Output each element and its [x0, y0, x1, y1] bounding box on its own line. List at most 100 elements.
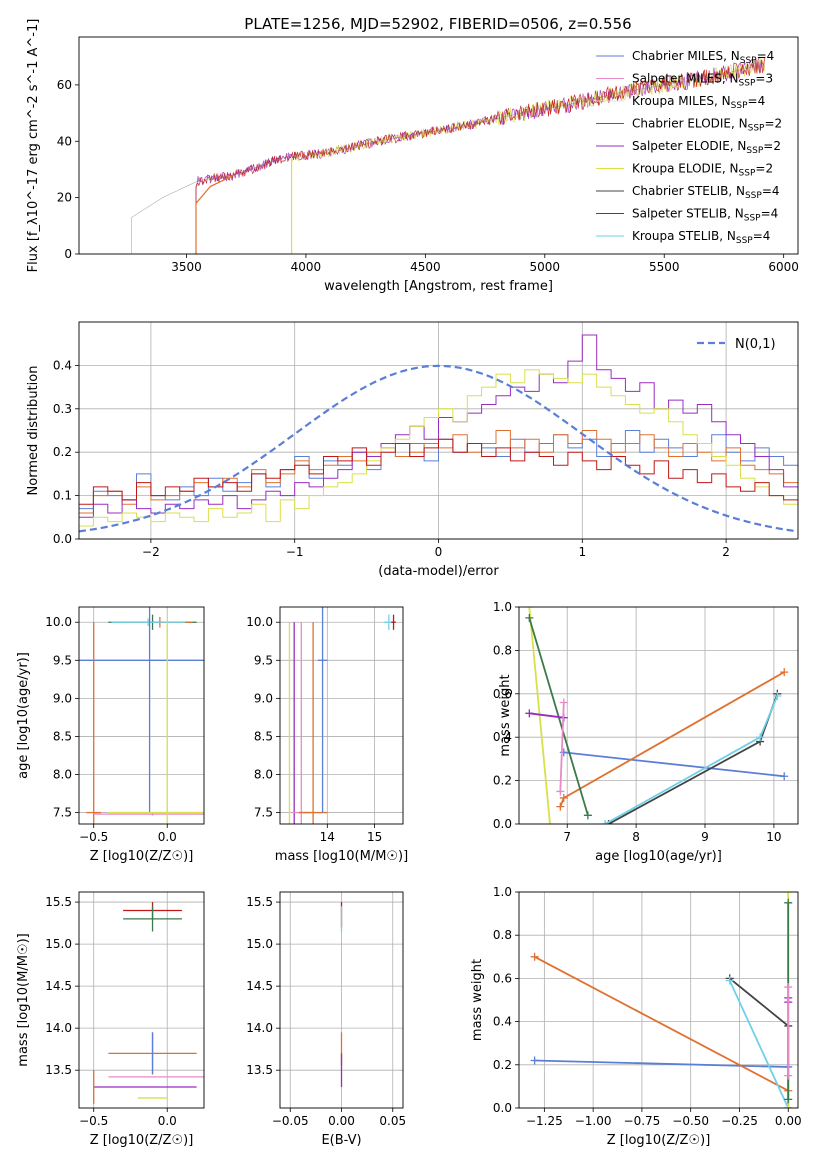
legend-entry-label: Salpeter STELIB, NSSP=4 — [632, 207, 778, 224]
age_vs_mass-plot-area — [288, 607, 396, 824]
weight-point-marker — [556, 802, 565, 811]
axes-frame — [518, 891, 799, 1109]
x-tick-label: 0.0 — [158, 830, 177, 844]
x-tick-label: 3500 — [171, 260, 202, 274]
x-tick-label: 0.00 — [775, 1114, 802, 1128]
y-tick-label: 0.4 — [493, 730, 512, 744]
weight-series-line — [534, 1059, 789, 1068]
x-tick-label: −0.75 — [624, 1114, 661, 1128]
spectrum-panel: 3500 4000 4500 5000 5500 6000 0 20 40 60 wavelengt… — [26, 19, 799, 294]
weight_vs_Z-panel: −1.25 −1.00 −0.75 −0.50 −0.25 0.00 0.0 0.2 0.4 0.… — [470, 885, 802, 1148]
x-tick-label: −1.25 — [526, 1114, 563, 1128]
legend-entry-label: Chabrier MILES, NSSP=4 — [632, 49, 774, 66]
axes-frame — [518, 606, 799, 825]
weight-point-marker — [784, 983, 793, 992]
weight-series-line — [563, 751, 785, 778]
weight-series-line — [529, 712, 564, 719]
x-axis-label: Z [log10(Z/Z☉)] — [90, 849, 194, 864]
axes-frame — [78, 321, 799, 540]
x-tick-label: 0.0 — [158, 1114, 177, 1128]
spectrum-data-line — [131, 64, 760, 254]
x-tick-label: 4000 — [291, 260, 322, 274]
histogram-step-line — [79, 334, 798, 518]
spectrum-plot-area — [131, 55, 765, 254]
y-tick-label: 0.2 — [493, 1058, 512, 1072]
x-tick-label: 6000 — [768, 260, 799, 274]
weight-point-marker — [559, 698, 568, 707]
x-tick-label: 2 — [722, 545, 730, 559]
y-tick-label: 0.0 — [53, 532, 72, 546]
x-tick-label: 14 — [320, 830, 335, 844]
weight-point-marker — [773, 691, 782, 700]
spectrum-line-kroupa-elodie — [291, 55, 765, 254]
y-tick-label: 0.8 — [493, 928, 512, 942]
y-tick-label: 0 — [64, 247, 72, 261]
x-tick-label: 0 — [435, 545, 443, 559]
legend-entry-label: N(0,1) — [735, 337, 776, 352]
weight-series-line — [559, 702, 565, 792]
x-axis-label: Z [log10(Z/Z☉)] — [607, 1133, 711, 1148]
y-tick-label: 0.4 — [493, 1015, 512, 1029]
age_vs_Z-plot-area — [79, 607, 204, 824]
x-tick-label: 0.00 — [328, 1114, 355, 1128]
y-tick-label: 14.5 — [45, 979, 72, 993]
y-tick-label: 0.1 — [53, 489, 72, 503]
axes-frame — [78, 891, 205, 1109]
weight-point-marker — [601, 820, 610, 824]
spectrum-line-salpeter-stelib — [195, 56, 765, 254]
x-tick-label: −2 — [142, 545, 160, 559]
y-tick-label: 0.0 — [493, 1101, 512, 1115]
y-tick-label: 13.5 — [246, 1063, 273, 1077]
y-tick-label: 8.5 — [53, 729, 72, 743]
y-tick-label: 40 — [57, 134, 72, 148]
axes-frame — [78, 606, 205, 825]
x-tick-label: 5500 — [649, 260, 680, 274]
axes-frame — [279, 606, 404, 825]
residuals-panel: −2 −1 0 1 2 0.0 0.1 0.2 0.3 0.4 (data-model)/error… — [26, 321, 799, 579]
axes-frame — [279, 891, 404, 1109]
y-axis-label: Flux [f_λ10^-17 erg cm^-2 s^-1 A^-1] — [26, 19, 41, 273]
y-tick-label: 9.5 — [53, 653, 72, 667]
spectrum-model-edge — [195, 174, 235, 254]
legend-entry-label: Salpeter MILES, NSSP=3 — [632, 72, 773, 89]
legend-entry-label: Salpeter ELODIE, NSSP=2 — [632, 139, 781, 156]
legend-entry-label: Chabrier ELODIE, NSSP=2 — [632, 117, 782, 134]
y-tick-label: 1.0 — [493, 600, 512, 614]
weight-point-marker — [725, 976, 734, 985]
y-tick-label: 8.5 — [254, 729, 273, 743]
x-tick-label: 4500 — [410, 260, 441, 274]
y-tick-label: 20 — [57, 191, 72, 205]
mass_vs_Z-plot-area — [93, 902, 204, 1104]
weight-point-marker — [525, 613, 534, 622]
y-tick-label: 8.0 — [53, 768, 72, 782]
weight-point-marker — [784, 898, 793, 907]
weight-point-marker — [559, 793, 568, 802]
histogram-step-line — [79, 438, 798, 505]
y-tick-label: 0.8 — [493, 643, 512, 657]
x-tick-label: −0.5 — [79, 830, 108, 844]
x-tick-label: 10 — [766, 830, 781, 844]
y-tick-label: 14.0 — [45, 1021, 72, 1035]
legend-entry-label: Kroupa ELODIE, NSSP=2 — [632, 162, 773, 179]
x-tick-label: 8 — [632, 830, 640, 844]
y-tick-label: 7.5 — [53, 806, 72, 820]
x-tick-label: −0.5 — [79, 1114, 108, 1128]
y-tick-label: 10.0 — [246, 615, 273, 629]
x-tick-label: 1 — [578, 545, 586, 559]
y-tick-label: 0.0 — [493, 817, 512, 831]
x-axis-label: E(B-V) — [321, 1133, 361, 1148]
y-tick-label: 14.5 — [246, 979, 273, 993]
y-axis-label: Normed distribution — [26, 366, 41, 496]
x-tick-label: 0.05 — [379, 1114, 406, 1128]
y-tick-label: 60 — [57, 78, 72, 92]
weight-point-marker — [784, 1071, 793, 1080]
weight-point-marker — [756, 733, 765, 742]
histogram-step-line — [79, 369, 798, 527]
weight-point-marker — [780, 772, 789, 781]
x-axis-label: mass [log10(M/M☉)] — [275, 849, 408, 864]
y-tick-label: 15.5 — [246, 895, 273, 909]
y-tick-label: 0.6 — [493, 687, 512, 701]
figure-title: PLATE=1256, MJD=52902, FIBERID=0506, z=0… — [244, 15, 631, 33]
legend-entry-label: Kroupa STELIB, NSSP=4 — [632, 229, 770, 246]
